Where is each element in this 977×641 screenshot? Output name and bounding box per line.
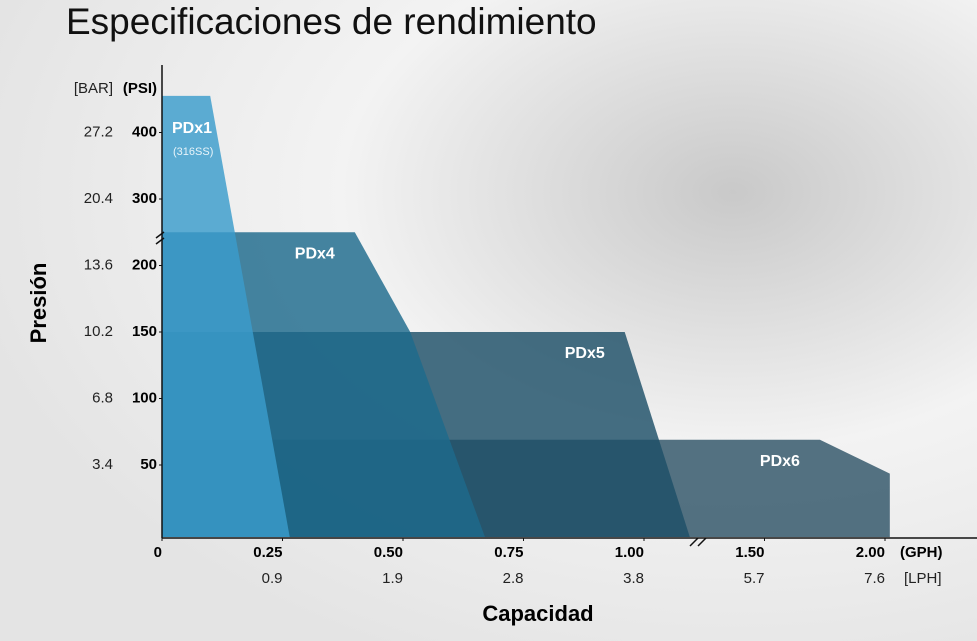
y-tick-label: 400 (132, 123, 157, 140)
x2-tick-label: 2.8 (503, 570, 524, 587)
series-label: PDx6 (760, 453, 800, 470)
series-label: PDx1 (172, 120, 212, 137)
axis-break (689, 537, 707, 547)
y-tick-label: 150 (132, 323, 157, 340)
y2-unit: [BAR] (74, 80, 113, 97)
y-tick-label: 300 (132, 190, 157, 207)
y-tick-label: 200 (132, 256, 157, 273)
y2-tick-label: 13.6 (84, 256, 113, 273)
x-tick-label: 0 (154, 544, 162, 561)
y-axis-label: Presión (26, 263, 51, 344)
axis-break (155, 231, 165, 245)
y2-tick-label: 20.4 (84, 190, 113, 207)
x2-tick-label: 5.7 (744, 570, 765, 587)
y-tick-label: 100 (132, 389, 157, 406)
series-label: PDx4 (295, 245, 335, 262)
x2-unit: [LPH] (904, 570, 942, 587)
x-tick-label: 0.50 (374, 544, 403, 561)
series-label: PDx5 (565, 345, 605, 362)
area-region (162, 95, 290, 538)
x-tick-label: 1.00 (615, 544, 644, 561)
chart-title: Especificaciones de rendimiento (66, 1, 597, 42)
x-tick-label: 1.50 (735, 544, 764, 561)
x2-tick-label: 7.6 (864, 570, 885, 587)
x2-tick-label: 3.8 (623, 570, 644, 587)
x-tick-label: 2.00 (856, 544, 885, 561)
x-tick-label: 0.25 (253, 544, 282, 561)
y2-tick-label: 27.2 (84, 123, 113, 140)
annotation: (316SS) (173, 146, 213, 158)
x2-tick-label: 1.9 (382, 570, 403, 587)
y2-tick-label: 10.2 (84, 323, 113, 340)
x-axis-label: Capacidad (482, 601, 593, 626)
y2-tick-label: 6.8 (92, 389, 113, 406)
y-unit: (PSI) (123, 80, 157, 97)
x-tick-label: 0.75 (494, 544, 523, 561)
y2-tick-label: 3.4 (92, 456, 113, 473)
x2-tick-label: 0.9 (262, 570, 283, 587)
y-tick-label: 50 (140, 456, 157, 473)
x-unit: (GPH) (900, 544, 943, 561)
